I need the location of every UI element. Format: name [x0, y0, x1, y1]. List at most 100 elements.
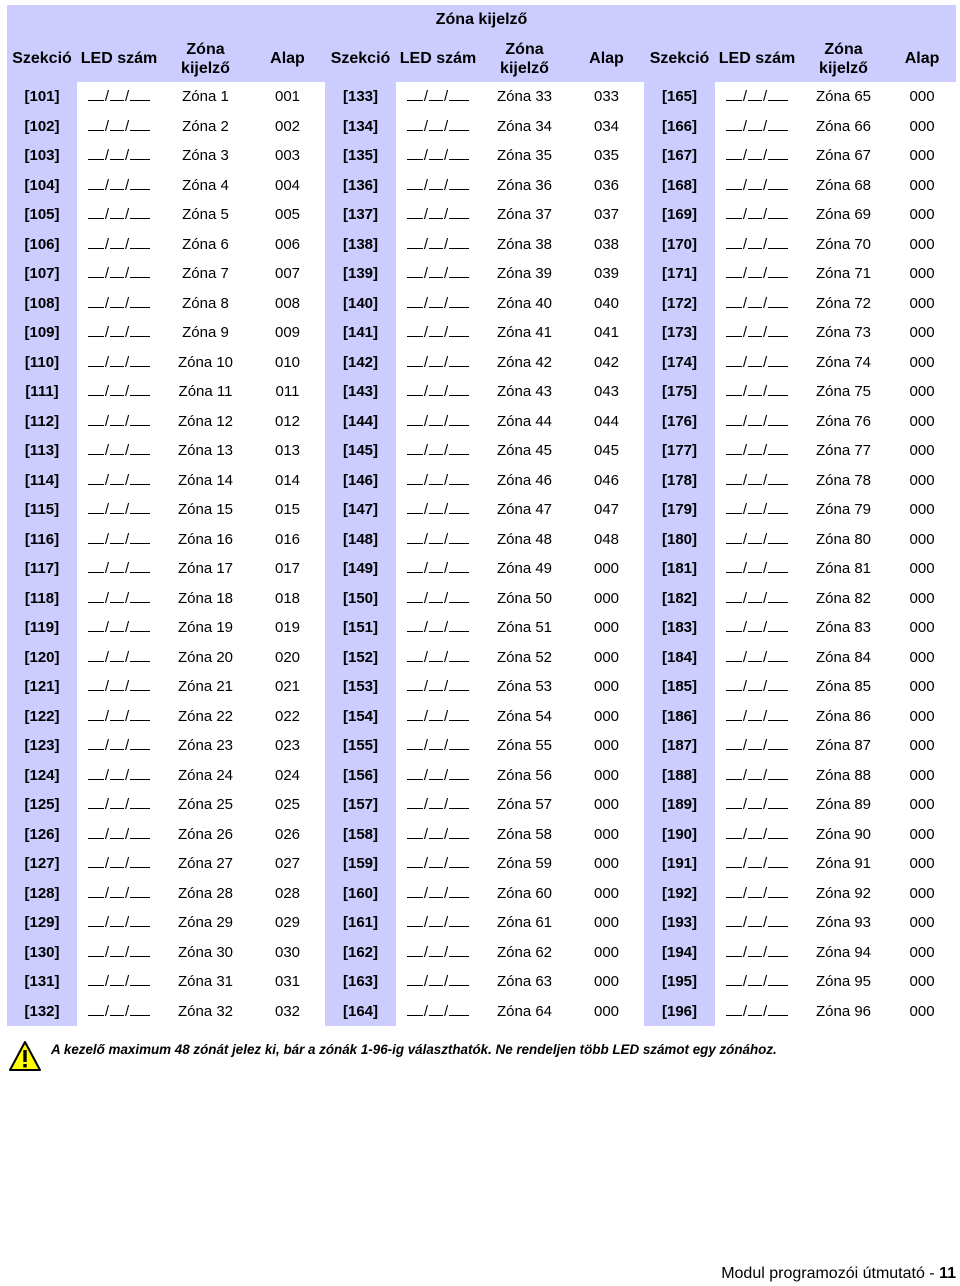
led-number-field[interactable]: / /	[396, 702, 480, 732]
default-cell: 000	[909, 589, 935, 607]
led-number-field[interactable]: / /	[396, 259, 480, 289]
led-number-field[interactable]: / /	[396, 584, 480, 614]
led-number-field[interactable]: / /	[715, 938, 799, 968]
led-number-field[interactable]: / /	[77, 554, 161, 584]
led-number-field[interactable]: / /	[715, 731, 799, 761]
led-number-field[interactable]: / /	[715, 997, 799, 1027]
led-number-field[interactable]: / /	[396, 761, 480, 791]
led-number-field[interactable]: / /	[715, 171, 799, 201]
led-number-field[interactable]: / /	[715, 761, 799, 791]
led-number-field[interactable]: / /	[77, 849, 161, 879]
led-number-field[interactable]: / /	[77, 348, 161, 378]
led-number-field[interactable]: / /	[715, 613, 799, 643]
led-number-field[interactable]: / /	[715, 495, 799, 525]
led-number-field[interactable]: / /	[715, 200, 799, 230]
led-number-field[interactable]: / /	[396, 171, 480, 201]
led-number-field[interactable]: / /	[77, 289, 161, 319]
led-number-field[interactable]: / /	[715, 289, 799, 319]
led-number-field[interactable]: / /	[77, 643, 161, 673]
led-number-field[interactable]: / /	[396, 377, 480, 407]
led-number-field[interactable]: / /	[77, 761, 161, 791]
led-number-field[interactable]: / /	[77, 318, 161, 348]
led-number-field[interactable]: / /	[77, 997, 161, 1027]
section-cell: [113]	[7, 436, 77, 466]
led-number-field[interactable]: / /	[715, 230, 799, 260]
led-number-field[interactable]: / /	[396, 200, 480, 230]
led-number-field[interactable]: / /	[715, 554, 799, 584]
led-number-field[interactable]: / /	[396, 318, 480, 348]
led-number-field[interactable]: / /	[396, 908, 480, 938]
led-number-field[interactable]: / /	[396, 407, 480, 437]
led-number-field[interactable]: / /	[715, 436, 799, 466]
led-number-field[interactable]: / /	[715, 141, 799, 171]
led-number-field[interactable]: / /	[396, 141, 480, 171]
led-number-field[interactable]: / /	[396, 525, 480, 555]
led-number-field[interactable]: / /	[715, 790, 799, 820]
led-number-field[interactable]: / /	[396, 466, 480, 496]
led-number-field[interactable]: / /	[77, 171, 161, 201]
led-number-field[interactable]: / /	[396, 938, 480, 968]
led-number-field[interactable]: / /	[77, 938, 161, 968]
led-number-field[interactable]: / /	[715, 348, 799, 378]
led-number-field[interactable]: / /	[77, 436, 161, 466]
led-number-field[interactable]: / /	[396, 731, 480, 761]
led-number-field[interactable]: / /	[715, 967, 799, 997]
led-number-field[interactable]: / /	[77, 967, 161, 997]
led-number-field[interactable]: / /	[77, 112, 161, 142]
led-number-field[interactable]: / /	[77, 407, 161, 437]
led-number-field[interactable]: / /	[715, 672, 799, 702]
led-number-field[interactable]: / /	[77, 879, 161, 909]
led-number-field[interactable]: / /	[77, 820, 161, 850]
led-number-field[interactable]: / /	[396, 820, 480, 850]
led-number-field[interactable]: / /	[77, 495, 161, 525]
led-number-field[interactable]: / /	[396, 879, 480, 909]
led-number-field[interactable]: / /	[396, 849, 480, 879]
led-number-field[interactable]: / /	[396, 790, 480, 820]
led-number-field[interactable]: / /	[715, 879, 799, 909]
led-number-field[interactable]: / /	[396, 348, 480, 378]
led-number-field[interactable]: / /	[715, 584, 799, 614]
led-number-field[interactable]: / /	[715, 407, 799, 437]
led-number-field[interactable]: / /	[715, 849, 799, 879]
led-number-field[interactable]: / /	[396, 230, 480, 260]
led-number-field[interactable]: / /	[396, 436, 480, 466]
led-number-field[interactable]: / /	[77, 908, 161, 938]
section-cell: [179]	[644, 495, 715, 525]
led-number-field[interactable]: / /	[396, 643, 480, 673]
led-number-field[interactable]: / /	[715, 908, 799, 938]
led-number-field[interactable]: / /	[77, 702, 161, 732]
led-number-field[interactable]: / /	[396, 82, 480, 112]
led-number-field[interactable]: / /	[396, 112, 480, 142]
led-number-field[interactable]: / /	[77, 790, 161, 820]
led-number-field[interactable]: / /	[77, 230, 161, 260]
led-number-field[interactable]: / /	[396, 672, 480, 702]
led-number-field[interactable]: / /	[715, 318, 799, 348]
led-number-field[interactable]: / /	[396, 495, 480, 525]
led-number-field[interactable]: / /	[396, 289, 480, 319]
led-number-field[interactable]: / /	[77, 82, 161, 112]
led-number-field[interactable]: / /	[77, 672, 161, 702]
led-number-field[interactable]: / /	[396, 967, 480, 997]
led-number-field[interactable]: / /	[77, 259, 161, 289]
led-number-field[interactable]: / /	[715, 112, 799, 142]
led-number-field[interactable]: / /	[77, 377, 161, 407]
led-number-field[interactable]: / /	[77, 584, 161, 614]
led-number-field[interactable]: / /	[77, 731, 161, 761]
led-number-field[interactable]: / /	[715, 525, 799, 555]
led-number-field[interactable]: / /	[715, 820, 799, 850]
led-number-field[interactable]: / /	[396, 613, 480, 643]
led-number-field[interactable]: / /	[715, 377, 799, 407]
led-number-field[interactable]: / /	[715, 643, 799, 673]
led-number-field[interactable]: / /	[715, 702, 799, 732]
led-number-field[interactable]: / /	[77, 200, 161, 230]
led-number-field[interactable]: / /	[715, 466, 799, 496]
led-number-field[interactable]: / /	[715, 259, 799, 289]
table-row: [122] / / Zóna 22 022 [154] / / Zóna 54 000 [186] /…	[7, 701, 956, 732]
led-number-field[interactable]: / /	[396, 997, 480, 1027]
led-number-field[interactable]: / /	[396, 554, 480, 584]
led-number-field[interactable]: / /	[77, 525, 161, 555]
led-number-field[interactable]: / /	[715, 82, 799, 112]
led-number-field[interactable]: / /	[77, 466, 161, 496]
led-number-field[interactable]: / /	[77, 141, 161, 171]
led-number-field[interactable]: / /	[77, 613, 161, 643]
